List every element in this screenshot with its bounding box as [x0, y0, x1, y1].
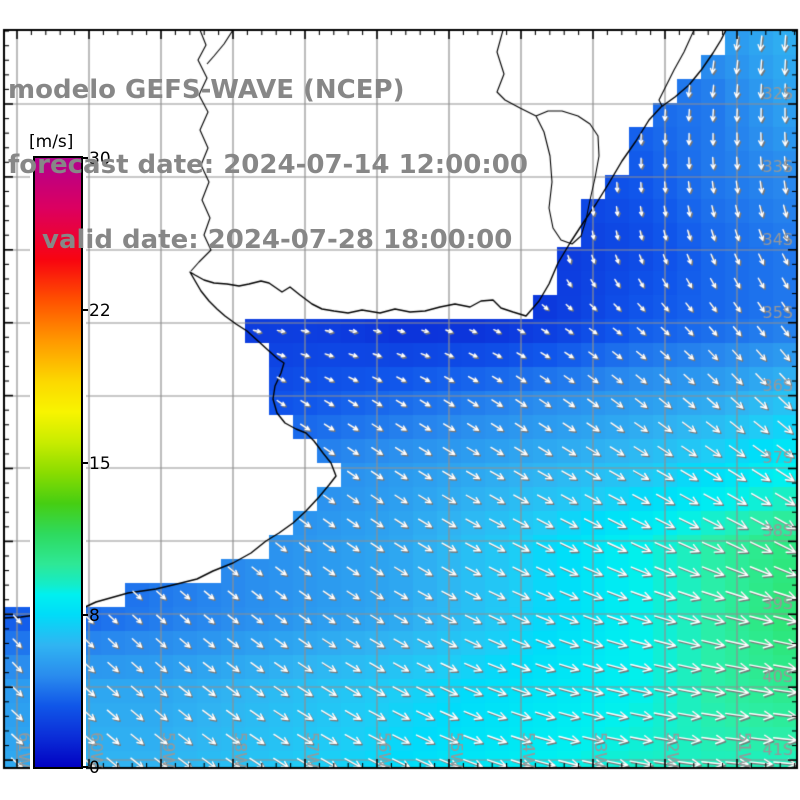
colorbar-tick-22: 22: [89, 301, 111, 322]
valid-date-label: valid date: 2024-07-28 18:00:00: [42, 225, 513, 255]
colorbar-tickmark: [81, 309, 88, 312]
colorbar-tick-30: 30: [89, 149, 111, 169]
model-title: modelo GEFS-WAVE (NCEP): [8, 75, 405, 105]
forecast-date-label: forecast date: 2024-07-14 12:00:00: [8, 150, 528, 180]
colorbar-tickmark: [81, 766, 88, 768]
colorbar-tickmark: [81, 461, 88, 464]
colorbar-unit-label: [m/s]: [29, 132, 74, 152]
colorbar-tickmark: [81, 157, 88, 159]
colorbar-gradient: [33, 156, 83, 769]
colorbar-tickmark: [81, 613, 88, 616]
colorbar-tick-8: 8: [89, 605, 100, 626]
title-block: modelo GEFS-WAVE (NCEP) forecast date: 2…: [8, 28, 528, 303]
colorbar-tick-0: 0: [89, 758, 100, 778]
colorbar-tick-15: 15: [89, 453, 111, 474]
